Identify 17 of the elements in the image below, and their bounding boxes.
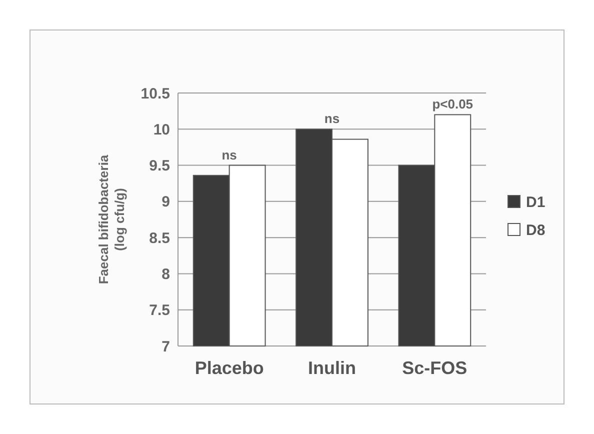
y-tick-label: 7 — [162, 338, 170, 356]
y-axis-title: Faecal bifidobacteria (log cfu/g) — [96, 154, 127, 284]
y-tick-label: 8 — [162, 266, 170, 283]
y-tick-label: 7.5 — [149, 302, 170, 320]
y-tick-label: 9.5 — [149, 158, 170, 175]
y-tick-label: 10 — [153, 121, 170, 138]
x-tick-label: Inulin — [308, 358, 356, 378]
x-tick-label: Sc-FOS — [402, 358, 468, 378]
annotation: ns — [222, 147, 237, 162]
y-tick-label: 10.5 — [140, 85, 170, 102]
y-tick-label: 9 — [162, 194, 170, 211]
legend-label: D8 — [526, 222, 546, 239]
x-tick-label: Placebo — [194, 358, 264, 378]
annotation: p<0.05 — [432, 96, 474, 112]
y-tick-label: 8.5 — [149, 230, 170, 247]
annotation: ns — [324, 111, 340, 126]
legend-label: D1 — [526, 194, 546, 211]
